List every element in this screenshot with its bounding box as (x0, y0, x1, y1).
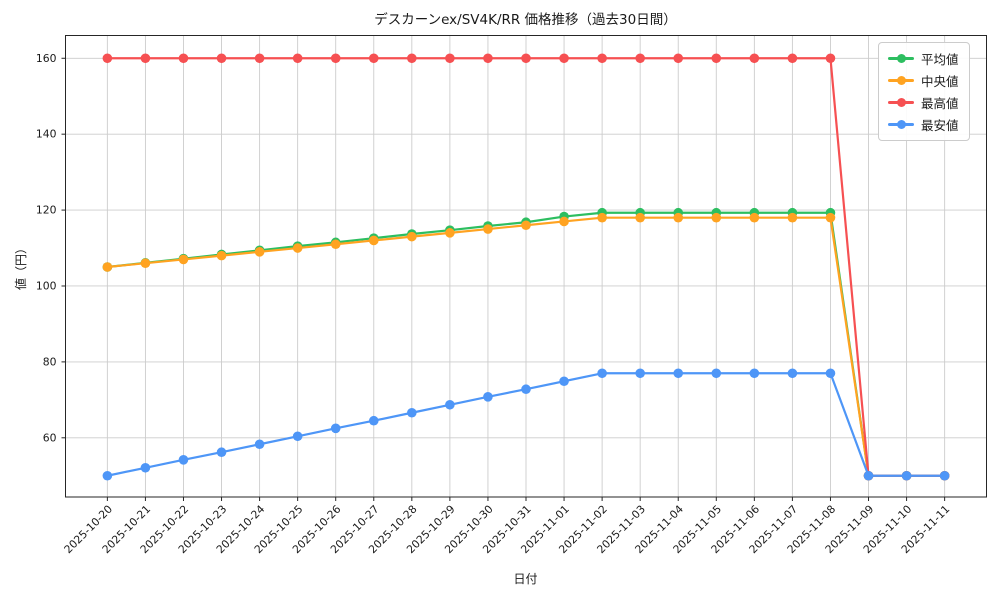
series-marker-max (635, 53, 645, 64)
legend-swatch-median (888, 74, 914, 88)
series-marker-max (825, 53, 836, 64)
series-marker-min (863, 470, 874, 481)
legend-label-max: 最高値 (921, 96, 959, 111)
legend: 平均値中央値最高値最安値 (878, 42, 970, 141)
series-marker-median (292, 243, 303, 253)
series-marker-median (216, 250, 227, 261)
series-marker-max (673, 53, 684, 64)
series-marker-max (521, 53, 531, 64)
series-marker-median (521, 220, 531, 231)
series-marker-max (711, 53, 722, 64)
series-marker-min (292, 431, 303, 442)
legend-label-median: 中央値 (921, 74, 959, 89)
series-marker-median (711, 212, 722, 223)
series-marker-median (787, 212, 798, 223)
series-marker-median (445, 228, 455, 238)
series-marker-min (825, 368, 836, 379)
series-marker-max (597, 53, 607, 64)
series-marker-median (825, 212, 836, 223)
series-marker-min (483, 392, 493, 402)
series-marker-max (330, 53, 341, 64)
series-marker-median (559, 216, 569, 227)
y-axis-label: 値（円） (14, 241, 28, 291)
series-marker-max (483, 53, 493, 64)
series-marker-min (330, 423, 341, 434)
series-marker-median (673, 212, 684, 223)
y-tick-label: 100 (36, 279, 57, 292)
series-marker-median (368, 235, 379, 246)
series-marker-median (635, 212, 645, 223)
series-marker-min (597, 368, 607, 379)
legend-item-max: 最高値 (888, 94, 959, 111)
series-marker-max (292, 53, 303, 64)
series-marker-max (178, 53, 189, 64)
series-marker-min (521, 384, 531, 395)
series-marker-min (254, 439, 265, 450)
series-marker-max (368, 53, 379, 64)
series-marker-min (711, 368, 722, 379)
series-marker-median (102, 262, 113, 272)
series-marker-min (140, 462, 151, 473)
series-marker-max (216, 53, 227, 64)
series-marker-max (787, 53, 798, 64)
series-marker-max (445, 53, 455, 64)
series-marker-median (254, 247, 265, 257)
y-tick-label: 120 (36, 204, 57, 217)
series-marker-median (749, 212, 760, 223)
series-marker-min (635, 368, 645, 379)
series-marker-min (407, 407, 417, 418)
series-marker-min (939, 470, 950, 481)
series-marker-max (140, 53, 151, 64)
y-tick-label: 60 (43, 431, 57, 444)
series-marker-min (673, 368, 684, 379)
series-marker-median (597, 212, 607, 223)
legend-label-min: 最安値 (921, 118, 959, 133)
legend-dot-icon (896, 120, 906, 129)
series-marker-min (216, 447, 227, 458)
series-marker-min (559, 376, 569, 387)
series-marker-median (483, 224, 493, 234)
legend-dot-icon (896, 98, 906, 107)
series-marker-min (787, 368, 798, 379)
series-marker-median (407, 231, 417, 242)
legend-dot-icon (896, 76, 906, 85)
legend-swatch-max (888, 96, 914, 110)
series-marker-max (102, 53, 113, 64)
chart-title: デスカーンex/SV4K/RR 価格推移（過去30日間） (374, 12, 677, 28)
series-marker-max (254, 53, 265, 64)
y-tick-label: 140 (36, 128, 57, 141)
series-marker-min (368, 415, 379, 426)
series-marker-max (749, 53, 760, 64)
series-marker-min (749, 368, 760, 379)
legend-label-average: 平均値 (921, 52, 959, 67)
y-tick-label: 160 (36, 52, 57, 65)
legend-swatch-min (888, 118, 914, 132)
series-marker-min (901, 470, 912, 481)
series-marker-max (559, 53, 569, 64)
series-marker-min (178, 455, 189, 465)
legend-dot-icon (896, 54, 906, 63)
y-tick-label: 80 (43, 355, 57, 368)
series-marker-median (140, 258, 151, 269)
legend-item-median: 中央値 (888, 72, 959, 89)
series-marker-min (102, 470, 113, 481)
series-marker-median (330, 239, 341, 250)
x-axis-label: 日付 (513, 572, 538, 586)
legend-swatch-average (888, 52, 914, 66)
legend-item-average: 平均値 (888, 50, 959, 67)
series-marker-max (407, 53, 417, 64)
series-marker-min (445, 399, 455, 410)
legend-item-min: 最安値 (888, 116, 959, 133)
series-marker-median (178, 254, 189, 265)
